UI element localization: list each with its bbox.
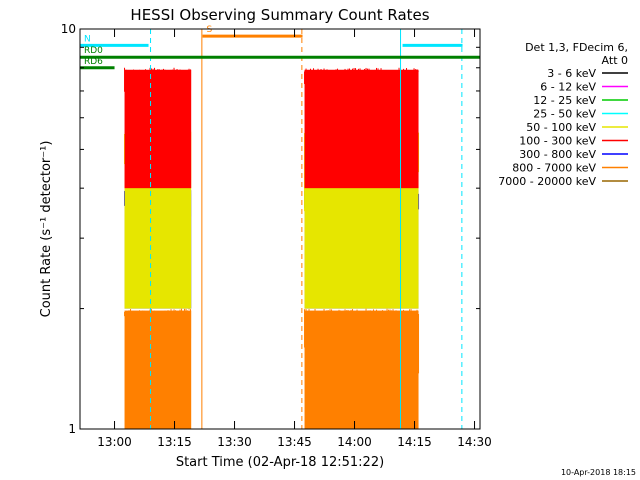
flag-label-RD6: RD6	[84, 57, 103, 67]
legend-header-line2: Att 0	[602, 54, 628, 67]
x-tick-label: 13:45	[277, 435, 312, 449]
x-tick-label: 13:30	[217, 435, 252, 449]
plot-frame	[79, 28, 481, 430]
flag-label-N: N	[84, 34, 91, 44]
band-800-7000keV	[124, 310, 192, 429]
legend-label: 100 - 300 keV	[519, 135, 596, 148]
legend-label: 50 - 100 keV	[526, 121, 596, 134]
data-bands	[124, 67, 420, 429]
y-axis-ticks: 1 10	[61, 22, 480, 436]
legend-label: 12 - 25 keV	[533, 94, 596, 107]
legend-label: 800 - 7000 keV	[512, 162, 596, 175]
band-800-7000keV	[304, 310, 419, 429]
y-axis-label: Count Rate (s⁻¹ detector⁻¹)	[39, 141, 54, 318]
y-tick-label: 10	[61, 22, 76, 36]
legend-header-line1: Det 1,3, FDecim 6,	[525, 41, 628, 54]
x-tick-label: 14:00	[337, 435, 372, 449]
legend-label: 7000 - 20000 keV	[498, 175, 596, 188]
flag-label-RD0: RD0	[84, 46, 103, 56]
legend-label: 25 - 50 keV	[533, 108, 596, 121]
x-tick-label: 13:15	[157, 435, 192, 449]
flag-label-S: S	[207, 25, 213, 35]
y-tick-label: 1	[68, 422, 76, 436]
x-tick-label: 13:00	[97, 435, 132, 449]
x-axis-label: Start Time (02-Apr-18 12:51:22)	[176, 455, 384, 470]
legend-label: 300 - 800 keV	[519, 148, 596, 161]
x-axis-ticks: 13:00 13:15 13:30 13:45 14:00 14:15 14:30	[97, 29, 492, 449]
footer-timestamp: 10-Apr-2018 18:15	[561, 468, 636, 477]
x-tick-label: 14:30	[457, 435, 492, 449]
legend-label: 3 - 6 keV	[547, 67, 596, 80]
chart-title: HESSI Observing Summary Count Rates	[130, 6, 429, 24]
legend-label: 6 - 12 keV	[540, 81, 596, 94]
x-tick-label: 14:15	[397, 435, 432, 449]
